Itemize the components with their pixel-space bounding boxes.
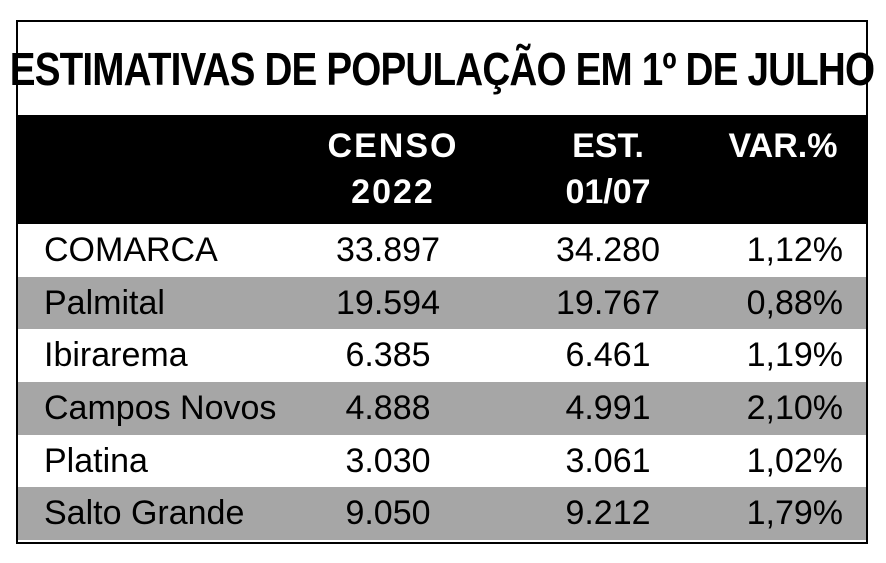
row-var: 1,19%: [746, 336, 843, 375]
row-censo: 3.030: [345, 441, 431, 480]
row-name: Salto Grande: [44, 494, 245, 533]
header-censo-line1: CENSO: [327, 127, 459, 165]
header-var-percent: VAR.%: [728, 127, 838, 165]
row-est: 19.767: [556, 283, 660, 322]
row-var: 1,79%: [746, 494, 843, 533]
header-est-line2: 01/07: [565, 173, 651, 211]
table-row: Ibirarema 6.385 6.461 1,19%: [18, 329, 866, 382]
row-est: 9.212: [565, 494, 651, 533]
table-row: COMARCA 33.897 34.280 1,12%: [18, 224, 866, 277]
row-name: Ibirarema: [44, 336, 188, 375]
row-var: 2,10%: [746, 389, 843, 428]
table-body: COMARCA 33.897 34.280 1,12% Palmital 19.…: [18, 224, 866, 541]
row-est: 3.061: [565, 441, 651, 480]
header-est-0107: EST. 01/07: [533, 123, 683, 215]
row-censo: 33.897: [336, 231, 440, 269]
table-title: ESTIMATIVAS DE POPULAÇÃO EM 1º DE JULHO: [9, 42, 875, 95]
row-var: 1,12%: [746, 231, 843, 269]
population-table: ESTIMATIVAS DE POPULAÇÃO EM 1º DE JULHO …: [9, 20, 875, 544]
row-est: 34.280: [556, 231, 660, 269]
row-censo: 19.594: [336, 283, 440, 322]
table-row: Palmital 19.594 19.767 0,88%: [18, 276, 866, 330]
row-var: 0,88%: [746, 283, 843, 322]
row-name: Palmital: [44, 283, 165, 322]
row-est: 4.991: [565, 389, 651, 428]
row-name: Platina: [44, 441, 148, 480]
row-name: COMARCA: [44, 231, 218, 269]
header-est-line1: EST.: [572, 127, 644, 165]
row-est: 6.461: [565, 336, 651, 375]
row-censo: 4.888: [345, 389, 431, 428]
row-censo: 9.050: [345, 494, 431, 533]
table-header: CENSO 2022 EST. 01/07 VAR.%: [18, 115, 866, 224]
header-censo-2022: CENSO 2022: [318, 123, 468, 215]
header-censo-line2: 2022: [351, 173, 435, 211]
row-var: 1,02%: [746, 441, 843, 480]
row-censo: 6.385: [345, 336, 431, 375]
table-row: Campos Novos 4.888 4.991 2,10%: [18, 382, 866, 435]
row-name: Campos Novos: [44, 389, 277, 428]
table-row: Platina 3.030 3.061 1,02%: [18, 435, 866, 488]
table-row: Salto Grande 9.050 9.212 1,79%: [18, 487, 866, 541]
